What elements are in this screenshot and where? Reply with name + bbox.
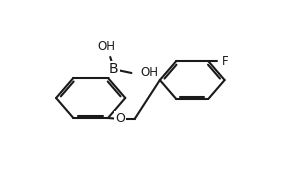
Text: O: O <box>115 112 125 125</box>
Text: OH: OH <box>140 66 158 79</box>
Text: OH: OH <box>98 40 116 53</box>
Text: F: F <box>222 55 228 68</box>
Text: B: B <box>109 62 118 76</box>
